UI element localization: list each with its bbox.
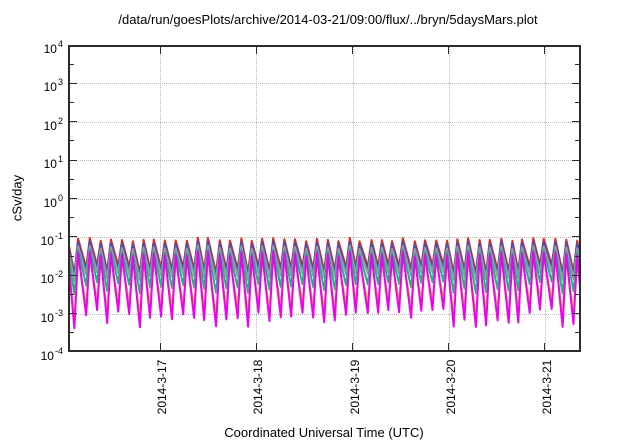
axis-tick-y-minor: [575, 293, 579, 295]
axis-tick-y-major: [572, 121, 579, 123]
axis-tick-y-major: [572, 198, 579, 199]
y-tick-label: 10-1: [40, 230, 63, 248]
axis-tick-y-major: [70, 159, 77, 161]
axis-tick-x-major: [255, 47, 257, 54]
axis-tick-y-minor: [575, 217, 579, 219]
gridline-v: [160, 47, 162, 350]
x-tick-label: 2014-3-21: [539, 359, 554, 415]
axis-tick-y-minor: [575, 140, 579, 142]
axis-tick-y-minor: [70, 102, 74, 104]
axis-tick-y-major: [572, 236, 579, 238]
axis-tick-y-major: [572, 82, 579, 84]
axis-tick-y-minor: [70, 140, 74, 142]
gridline-h: [70, 160, 579, 162]
axis-tick-y-major: [572, 313, 579, 315]
axis-tick-x-major: [255, 343, 257, 350]
axis-tick-x-major: [448, 47, 450, 54]
y-tick-label: 104: [43, 39, 63, 56]
y-tick-label: 10-4: [40, 346, 63, 363]
y-tick-label: 100: [43, 192, 63, 210]
axis-tick-x-major: [352, 343, 354, 350]
axis-tick-y-major: [572, 274, 579, 276]
y-tick-label: 103: [43, 77, 63, 95]
y-tick-label: 101: [43, 154, 63, 172]
gridline-h: [70, 198, 579, 200]
gridline-h: [70, 83, 579, 85]
plot-title: /data/run/goesPlots/archive/2014-03-21/0…: [118, 12, 538, 27]
axis-tick-y-minor: [70, 178, 74, 180]
axis-tick-x-major: [544, 47, 546, 54]
gridline-v: [544, 47, 546, 350]
chart-series-svg: [70, 236, 579, 330]
x-tick-label: 2014-3-17: [155, 359, 170, 415]
axis-tick-x-major: [448, 343, 450, 350]
x-tick-label: 2014-3-18: [251, 359, 266, 415]
gridline-v: [352, 47, 354, 350]
plot-area: [68, 45, 581, 352]
axis-tick-y-major: [70, 274, 77, 276]
axis-tick-y-major: [70, 198, 77, 199]
axis-tick-y-major: [70, 82, 77, 84]
axis-tick-y-major: [572, 159, 579, 161]
axis-tick-y-minor: [575, 255, 579, 257]
axis-tick-y-minor: [575, 178, 579, 180]
axis-tick-y-minor: [70, 255, 74, 257]
y-tick-label: 10-3: [40, 307, 63, 325]
y-tick-label: 10-2: [40, 269, 63, 287]
axis-tick-x-major: [159, 343, 161, 350]
gridline-v: [256, 47, 258, 350]
axis-tick-y-major: [70, 121, 77, 123]
axis-tick-y-minor: [70, 63, 74, 65]
axis-tick-y-major: [70, 236, 77, 238]
axis-tick-x-major: [159, 47, 161, 54]
gridline-h: [70, 121, 579, 123]
series-magenta: [70, 250, 579, 330]
axis-tick-y-minor: [575, 102, 579, 104]
x-axis-label: Coordinated Universal Time (UTC): [224, 425, 424, 440]
gridline-h: [70, 236, 579, 238]
axis-tick-y-minor: [575, 63, 579, 65]
axis-tick-x-major: [544, 343, 546, 350]
y-tick-label: 102: [43, 115, 63, 133]
axis-tick-y-major: [70, 313, 77, 315]
axis-tick-y-minor: [575, 332, 579, 334]
x-tick-label: 2014-3-20: [443, 359, 458, 415]
axis-tick-x-major: [352, 47, 354, 54]
axis-tick-y-minor: [70, 293, 74, 295]
gridline-v: [448, 47, 450, 350]
x-tick-label: 2014-3-19: [347, 359, 362, 415]
axis-tick-y-minor: [70, 332, 74, 334]
axis-tick-y-minor: [70, 217, 74, 219]
